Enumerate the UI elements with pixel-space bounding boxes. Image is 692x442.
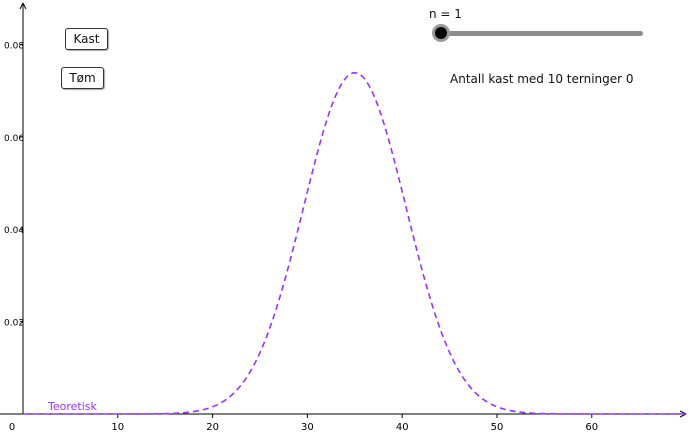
- x-tick-label: 20: [206, 422, 219, 433]
- axes: [0, 2, 687, 418]
- x-tick-label: 10: [111, 422, 124, 433]
- y-tick-label: 0.04: [4, 226, 24, 236]
- x-tick-label: 30: [301, 422, 314, 433]
- throw-button[interactable]: Kast: [65, 28, 108, 50]
- n-slider-track[interactable]: [441, 31, 643, 36]
- y-tick-label: 0.02: [4, 319, 24, 329]
- x-tick-label: 60: [585, 422, 598, 433]
- x-tick-label: 40: [396, 422, 409, 433]
- n-slider-handle[interactable]: [431, 23, 451, 43]
- x-tick-label: 0: [9, 422, 15, 433]
- slider-caption: n = 1: [429, 7, 462, 21]
- series-line-teoretisk: [23, 71, 687, 415]
- series-label-teoretisk: Teoretisk: [48, 400, 97, 413]
- y-axis-arrow: [19, 2, 27, 10]
- clear-button[interactable]: Tøm: [61, 67, 104, 89]
- throw-count-text: Antall kast med 10 terninger 0: [450, 72, 634, 86]
- y-tick-label: 0.08: [4, 41, 24, 51]
- theoretical-curve-layer: [23, 71, 687, 415]
- axis-ticks: 0 10 20 30 40 50 60 0.02 0.04 0.06 0.08: [4, 41, 598, 433]
- y-tick-label: 0.06: [4, 134, 24, 144]
- x-tick-label: 50: [491, 422, 504, 433]
